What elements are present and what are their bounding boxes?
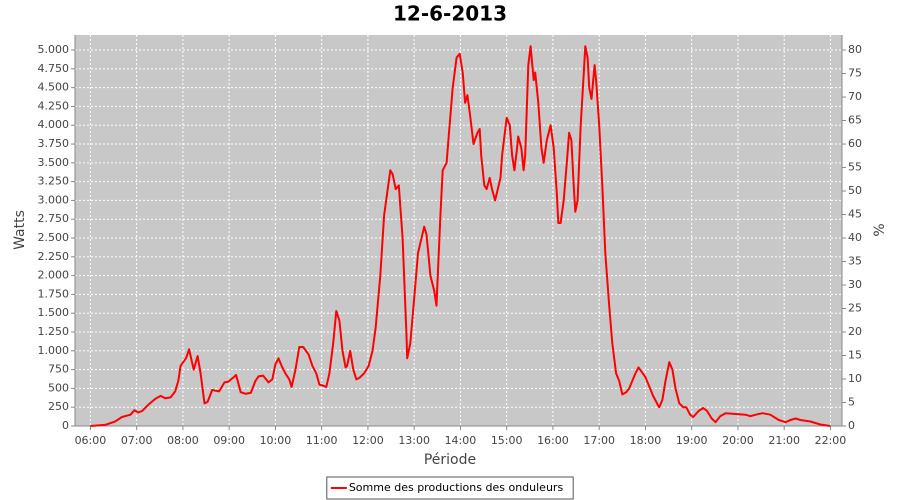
chart-title: 12-6-2013 <box>393 2 507 26</box>
x-tick-label: 08:00 <box>167 434 199 447</box>
x-tick-label: 07:00 <box>121 434 153 447</box>
y-tick-label: 500 <box>48 381 69 394</box>
legend-label: Somme des productions des onduleurs <box>349 481 564 494</box>
x-tick-label: 21:00 <box>768 434 800 447</box>
y2-tick-label: 35 <box>848 255 862 268</box>
y2-tick-label: 75 <box>848 67 862 80</box>
y-tick-label: 750 <box>48 363 69 376</box>
y2-tick-label: 70 <box>848 90 862 103</box>
y-tick-label: 4.500 <box>38 81 70 94</box>
x-tick-label: 19:00 <box>676 434 708 447</box>
y2-tick-label: 10 <box>848 372 862 385</box>
legend-box <box>326 476 574 500</box>
y2-axis-label: % <box>872 223 888 236</box>
x-tick-label: 11:00 <box>306 434 338 447</box>
y-tick-label: 1.750 <box>38 287 70 300</box>
y-tick-label: 1.250 <box>38 325 70 338</box>
data-line <box>90 45 831 427</box>
y-tick-label: 2.500 <box>38 231 70 244</box>
plot-area <box>75 35 842 426</box>
x-tick-label: 20:00 <box>722 434 754 447</box>
y2-tick-label: 50 <box>848 184 862 197</box>
x-tick-label: 16:00 <box>537 434 569 447</box>
y2-tick-label: 5 <box>848 396 855 409</box>
y2-tick-label: 65 <box>848 114 862 127</box>
y2-tick-label: 15 <box>848 349 862 362</box>
y-tick-label: 1.500 <box>38 306 70 319</box>
y-axis-label: Watts <box>12 210 28 250</box>
x-tick-label: 06:00 <box>75 434 107 447</box>
y-tick-label: 2.750 <box>38 212 70 225</box>
y-tick-label: 3.750 <box>38 137 70 150</box>
y-tick-label: 3.000 <box>38 193 70 206</box>
x-tick-label: 18:00 <box>630 434 662 447</box>
y2-tick-label: 30 <box>848 278 862 291</box>
y-tick-label: 3.500 <box>38 156 70 169</box>
y-tick-label: 4.750 <box>38 62 70 75</box>
y2-tick-label: 55 <box>848 161 862 174</box>
y-tick-label: 0 <box>62 419 69 432</box>
y-tick-label: 4.000 <box>38 118 70 131</box>
y-tick-label: 250 <box>48 400 69 413</box>
y-tick-label: 2.250 <box>38 250 70 263</box>
y-tick-label: 5.000 <box>38 43 70 56</box>
x-tick-label: 10:00 <box>260 434 292 447</box>
y2-tick-label: 0 <box>848 419 855 432</box>
y-tick-label: 4.250 <box>38 99 70 112</box>
x-tick-label: 15:00 <box>491 434 523 447</box>
x-axis-label: Période <box>424 452 476 468</box>
y-tick-label: 3.250 <box>38 175 70 188</box>
x-tick-label: 12:00 <box>352 434 384 447</box>
y2-tick-label: 60 <box>848 137 862 150</box>
y2-tick-label: 40 <box>848 231 862 244</box>
y2-tick-label: 45 <box>848 208 862 221</box>
y2-tick-label: 20 <box>848 325 862 338</box>
y2-tick-label: 80 <box>848 43 862 56</box>
x-tick-label: 09:00 <box>213 434 245 447</box>
x-tick-label: 13:00 <box>398 434 430 447</box>
x-tick-label: 14:00 <box>445 434 477 447</box>
y2-tick-label: 25 <box>848 302 862 315</box>
x-tick-label: 22:00 <box>815 434 847 447</box>
x-tick-label: 17:00 <box>583 434 615 447</box>
y-tick-label: 2.000 <box>38 269 70 282</box>
y-tick-label: 1.000 <box>38 344 70 357</box>
